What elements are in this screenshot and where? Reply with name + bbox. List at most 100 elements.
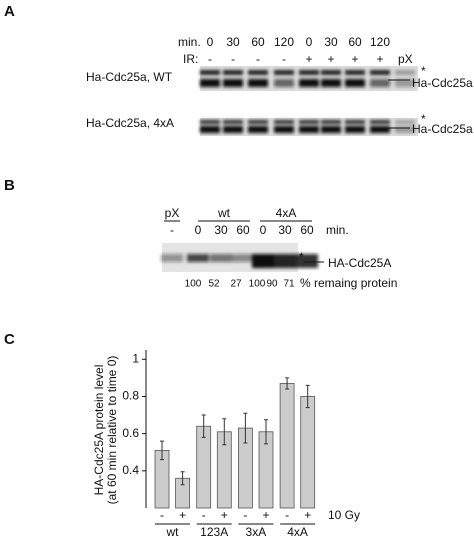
- lane-label: -: [170, 223, 174, 237]
- time-label: 0: [306, 35, 313, 49]
- band: [345, 120, 365, 124]
- time-label: 0: [207, 35, 214, 49]
- y-tick-label: 1: [132, 351, 139, 365]
- band: [299, 70, 319, 75]
- band: [274, 254, 296, 268]
- band: [223, 126, 243, 133]
- ir-sign: -: [231, 52, 235, 66]
- remaining-value: 100: [185, 279, 202, 290]
- remaining-label: % remaing protein: [300, 276, 397, 290]
- band: [223, 70, 243, 75]
- treatment-label: 10 Gy: [328, 508, 360, 522]
- band: [296, 254, 318, 268]
- x-tick-label: -: [243, 508, 247, 522]
- x-tick-label: -: [285, 508, 289, 522]
- x-tick-label: -: [202, 508, 206, 522]
- time-label: min.: [326, 223, 349, 237]
- lane-label: 0: [260, 223, 267, 237]
- ir-sign: -: [282, 52, 286, 66]
- time-label: 120: [370, 35, 390, 49]
- marker: *: [421, 64, 426, 78]
- group-label: 3xA: [246, 525, 267, 539]
- row-label: Ha-Cdc25a, 4xA: [86, 116, 174, 130]
- y-tick-label: 0.4: [122, 463, 139, 477]
- blot-bands: [161, 70, 415, 268]
- band: [200, 70, 220, 75]
- panel-label: B: [4, 177, 15, 194]
- group-label: 123A: [200, 525, 228, 539]
- lane-label: 60: [300, 223, 314, 237]
- lane-label: 60: [236, 223, 250, 237]
- time-label: 30: [226, 35, 240, 49]
- error-bar: [180, 471, 185, 486]
- band: [321, 79, 341, 87]
- error-bar: [305, 384, 310, 409]
- ir-sign: -: [256, 52, 260, 66]
- remaining-value: 27: [230, 279, 242, 290]
- band: [345, 70, 365, 75]
- lane-label: 0: [195, 223, 202, 237]
- band: [274, 79, 294, 87]
- y-title: HA-Cdc25A protein level (at 60 min relat…: [92, 356, 119, 505]
- marker: *: [421, 112, 426, 126]
- panel-label: C: [4, 331, 15, 348]
- y-title-line: (at 60 min relative to time 0): [105, 356, 119, 505]
- band: [248, 70, 268, 75]
- remaining-value: 90: [266, 279, 278, 290]
- band: [299, 79, 319, 87]
- time-label: 60: [251, 35, 265, 49]
- panel-label: A: [4, 3, 15, 20]
- x-tick-label: -: [160, 508, 164, 522]
- x-tick-label: +: [304, 508, 311, 522]
- error-bar: [243, 412, 248, 444]
- band: [248, 120, 268, 124]
- time-label: 120: [274, 35, 294, 49]
- band: [345, 126, 365, 133]
- band: [252, 254, 274, 268]
- group-label: 4xA: [276, 206, 297, 220]
- band: [187, 254, 209, 262]
- lane-label: 30: [278, 223, 292, 237]
- band: [274, 120, 294, 124]
- band: [370, 70, 390, 75]
- time-label: 60: [348, 35, 362, 49]
- band: [274, 126, 294, 133]
- band: [395, 79, 415, 87]
- band: [200, 120, 220, 124]
- y-tick-label: 0.8: [122, 389, 139, 403]
- blot: [162, 66, 418, 272]
- remaining-value: 71: [283, 279, 295, 290]
- band-label: Ha-Cdc25a: [412, 122, 473, 136]
- band: [200, 79, 220, 87]
- x-tick-label: +: [262, 508, 269, 522]
- remaining-value: 100: [249, 279, 266, 290]
- band: [299, 126, 319, 133]
- band: [370, 126, 390, 133]
- band: [395, 120, 415, 124]
- band-label: Ha-Cdc25a: [412, 76, 473, 90]
- ir-sign: -: [208, 52, 212, 66]
- x-tick-label: +: [179, 508, 186, 522]
- group-label: 4xA: [287, 525, 308, 539]
- control-label: pX: [398, 52, 413, 66]
- error-bar: [201, 414, 206, 438]
- remaining-value: 52: [208, 279, 220, 290]
- ir-sign: +: [327, 52, 334, 66]
- band: [223, 79, 243, 87]
- band-label: HA-Cdc25A: [328, 256, 391, 270]
- band: [370, 79, 390, 87]
- band: [321, 126, 341, 133]
- y-title-line: HA-Cdc25A protein level: [92, 365, 106, 496]
- band: [395, 126, 415, 133]
- band: [345, 79, 365, 87]
- band: [248, 126, 268, 133]
- group-label: pX: [165, 206, 180, 220]
- lane-label: 30: [214, 223, 228, 237]
- bar: [300, 396, 316, 509]
- band: [395, 70, 415, 75]
- bar: [279, 383, 295, 509]
- ir-sign: +: [305, 52, 312, 66]
- marker: *: [299, 250, 304, 264]
